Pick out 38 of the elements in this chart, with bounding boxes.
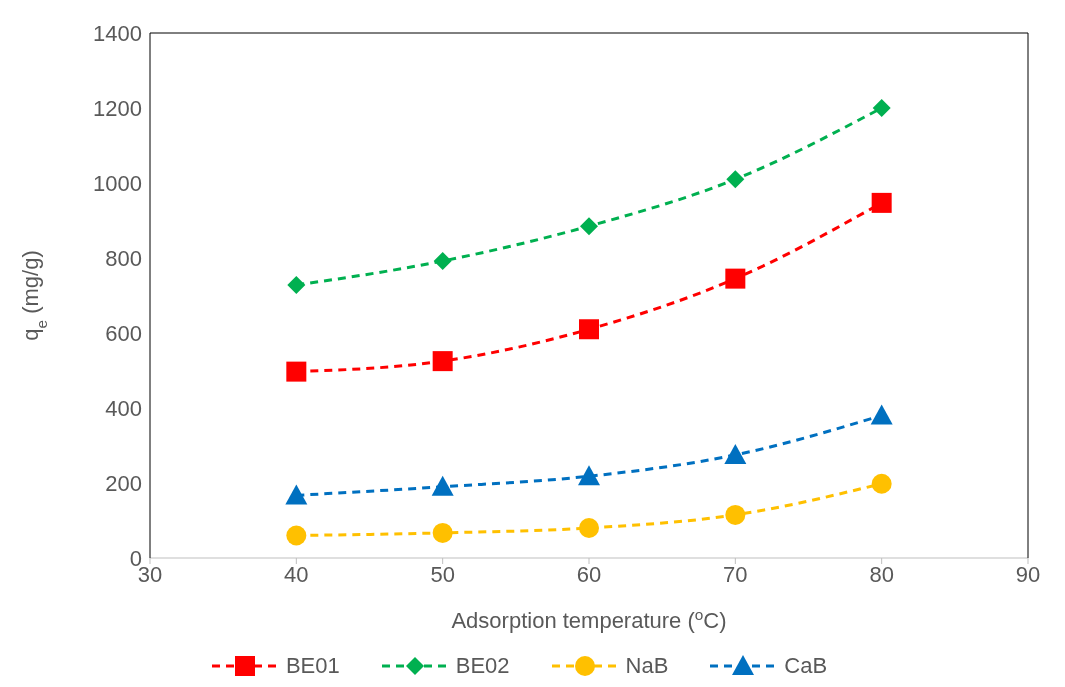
y-tick-label: 1200 bbox=[93, 95, 142, 121]
point bbox=[432, 522, 453, 543]
point bbox=[579, 319, 599, 340]
x-tick-label: 40 bbox=[284, 561, 309, 587]
point bbox=[871, 192, 892, 213]
y-tick-label: 600 bbox=[105, 320, 142, 346]
point bbox=[871, 473, 892, 494]
point bbox=[432, 351, 453, 372]
point bbox=[431, 475, 454, 496]
y-tick-label: 400 bbox=[105, 395, 142, 421]
legend-label: CaB bbox=[784, 653, 828, 679]
point bbox=[286, 361, 307, 382]
y-tick-label: 200 bbox=[105, 470, 142, 496]
point bbox=[724, 443, 747, 464]
legend-label: BE01 bbox=[285, 653, 340, 679]
y-tick-label: 1400 bbox=[93, 20, 142, 46]
point bbox=[433, 252, 452, 270]
point bbox=[286, 525, 307, 546]
point bbox=[726, 170, 745, 189]
x-tick-label: 90 bbox=[1015, 561, 1041, 587]
point bbox=[580, 217, 598, 236]
point bbox=[578, 465, 600, 486]
x-tick-label: 50 bbox=[430, 561, 455, 587]
x-tick-label: 70 bbox=[723, 561, 748, 587]
point bbox=[725, 268, 746, 289]
point bbox=[285, 484, 308, 505]
legend-label: NaB bbox=[625, 653, 669, 679]
y-tick-label: 800 bbox=[105, 245, 142, 271]
point bbox=[579, 518, 599, 538]
point bbox=[872, 99, 891, 117]
x-tick-label: 60 bbox=[576, 561, 602, 587]
x-tick-label: 80 bbox=[869, 561, 894, 587]
point bbox=[725, 504, 746, 525]
point bbox=[287, 276, 306, 294]
y-tick-label: 1000 bbox=[93, 170, 142, 196]
legend-label: BE02 bbox=[455, 653, 510, 679]
point bbox=[870, 404, 893, 425]
x-axis-title: Adsorption temperature ($^{o}$C) bbox=[451, 605, 727, 633]
